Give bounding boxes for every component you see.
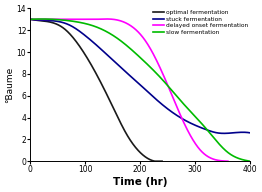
slow fermentation [86,23,89,25]
optimal fermentation [153,160,156,162]
Line: slow fermentation: slow fermentation [30,19,250,161]
Legend: optimal fermentation, stuck fermentation, delayed onset fermentation, slow ferme: optimal fermentation, stuck fermentation… [152,10,249,35]
stuck fermentation [194,124,197,127]
slow fermentation [194,116,198,118]
slow fermentation [248,160,252,162]
delayed onset fermentation [80,18,83,20]
slow fermentation [40,18,43,20]
delayed onset fermentation [146,42,149,45]
optimal fermentation [161,160,164,162]
Line: optimal fermentation: optimal fermentation [30,19,162,161]
delayed onset fermentation [161,72,164,74]
slow fermentation [159,76,162,78]
delayed onset fermentation [105,18,108,20]
optimal fermentation [52,22,55,24]
delayed onset fermentation [29,18,32,20]
Line: stuck fermentation: stuck fermentation [30,19,250,133]
optimal fermentation [128,138,131,140]
stuck fermentation [248,132,252,134]
stuck fermentation [68,24,71,26]
stuck fermentation [29,18,32,20]
optimal fermentation [88,61,91,64]
slow fermentation [176,96,179,98]
delayed onset fermentation [178,112,181,114]
X-axis label: Time (hr): Time (hr) [113,177,167,187]
optimal fermentation [106,96,110,98]
stuck fermentation [158,101,161,104]
slow fermentation [29,18,32,20]
slow fermentation [68,20,71,22]
optimal fermentation [29,18,32,20]
stuck fermentation [222,132,225,135]
stuck fermentation [175,114,178,117]
delayed onset fermentation [226,160,230,162]
Line: delayed onset fermentation: delayed onset fermentation [30,19,228,161]
Y-axis label: °Baume: °Baume [5,67,14,103]
delayed onset fermentation [118,20,122,22]
delayed onset fermentation [64,18,67,20]
slow fermentation [128,47,132,50]
optimal fermentation [117,117,120,119]
stuck fermentation [128,74,131,77]
optimal fermentation [63,28,66,30]
stuck fermentation [85,36,88,38]
